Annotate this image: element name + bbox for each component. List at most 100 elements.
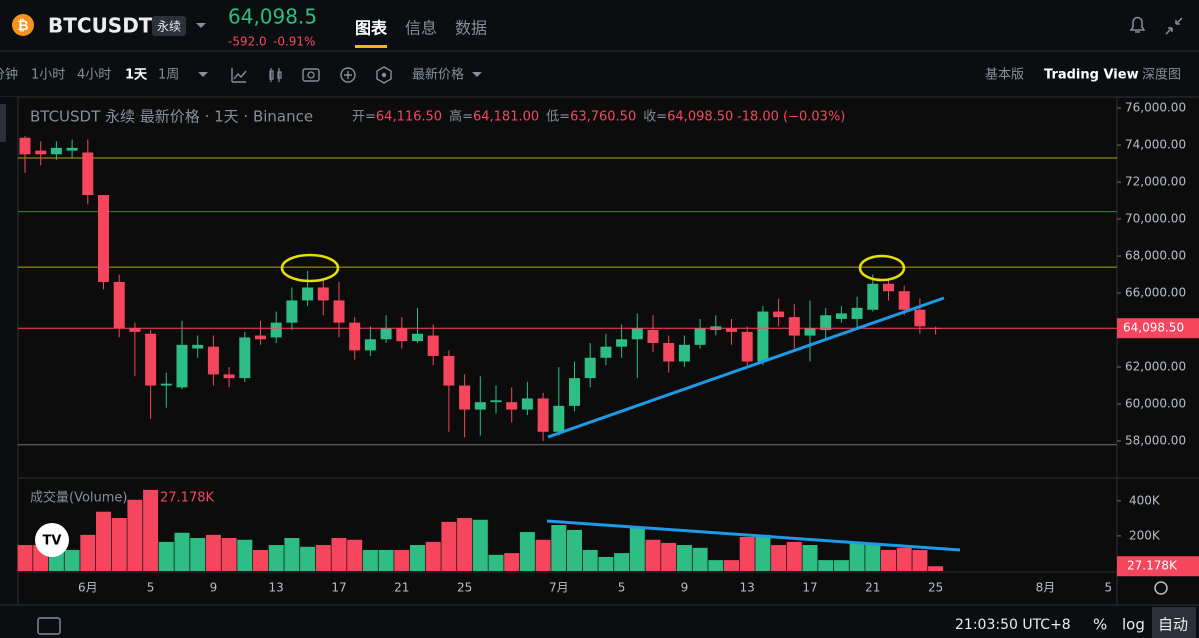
volume-bar	[80, 534, 96, 571]
volume-bar	[896, 547, 912, 571]
add-icon[interactable]	[340, 67, 356, 83]
volume-y-tick-label: 200K	[1129, 528, 1161, 542]
candle-body	[192, 344, 204, 349]
legend-label: 低=	[546, 110, 570, 125]
trend-line[interactable]	[547, 296, 945, 439]
candle-body	[804, 328, 816, 336]
candle-body	[569, 378, 580, 406]
x-tick-label: 9	[210, 581, 218, 595]
axis-settings[interactable]	[1154, 581, 1168, 595]
candle-body	[741, 331, 753, 362]
tv-logo-mark: TV	[43, 534, 62, 549]
volume-bar	[567, 529, 582, 571]
volume-bar	[143, 489, 159, 571]
legend-value: 64,098.50	[667, 110, 733, 125]
view-option-active[interactable]: Trading View	[1044, 68, 1139, 83]
volume-bar	[645, 539, 661, 571]
x-tick-label: 7月	[549, 581, 569, 595]
interval-dropdown[interactable]	[198, 72, 208, 77]
collapse-icon[interactable]	[1165, 17, 1183, 35]
add-icon-cross	[344, 71, 352, 79]
candle-body	[553, 405, 565, 432]
candle-body	[160, 383, 172, 386]
x-tick-label: 9	[681, 581, 689, 595]
volume-bar	[300, 546, 316, 571]
legend-value: 64,116.50	[376, 110, 442, 125]
candle-body	[459, 385, 471, 410]
volume-bar	[268, 545, 284, 571]
last-price-tag	[1117, 318, 1199, 339]
volume-bar	[661, 542, 677, 571]
candle-body	[474, 402, 486, 410]
auto-toggle[interactable]: 自动	[1158, 616, 1188, 634]
volume-bar	[331, 538, 347, 571]
interval[interactable]: 1小时	[31, 68, 65, 83]
view-option[interactable]: 深度图	[1142, 67, 1181, 83]
candle-body	[506, 402, 518, 410]
last-price-tag-label: 64,098.50	[1123, 321, 1184, 335]
coin-icon-symbol: ₿	[17, 18, 28, 34]
bell-icon[interactable]	[1129, 16, 1146, 33]
volume-bar	[237, 539, 253, 571]
price-type-dropdown[interactable]	[472, 72, 482, 77]
drawing-tool[interactable]	[0, 104, 6, 142]
y-tick-label: 68,000.00	[1125, 249, 1186, 263]
highlight-ellipse[interactable]	[858, 254, 906, 282]
candle-body	[333, 300, 345, 323]
tab[interactable]: 数据	[455, 19, 487, 38]
candle-body	[349, 322, 361, 351]
camera-icon[interactable]	[302, 68, 320, 82]
symbol-dropdown[interactable]	[196, 23, 206, 28]
candle-body	[270, 322, 282, 338]
volume-bar	[551, 525, 567, 571]
x-tick-label: 17	[331, 581, 346, 595]
volume-bar	[849, 541, 865, 571]
candle-body	[835, 313, 847, 319]
view-option[interactable]: 基本版	[985, 68, 1024, 83]
indicator-icon[interactable]	[231, 68, 247, 83]
interval[interactable]: 1周	[158, 68, 179, 83]
x-tick-label: 25	[457, 581, 472, 595]
candle-type-icon[interactable]	[269, 68, 282, 82]
price-type[interactable]: 最新价格	[412, 67, 464, 83]
legend-value: 64,181.00	[473, 110, 539, 125]
date-range-icon[interactable]	[37, 617, 61, 635]
interval-active[interactable]: 1天	[125, 68, 148, 83]
volume-bar	[535, 539, 551, 571]
candle-body	[380, 328, 392, 340]
volume-bar	[912, 549, 928, 571]
interval[interactable]: 4小时	[77, 68, 111, 83]
symbol[interactable]: BTCUSDT	[48, 14, 153, 38]
tv-logo[interactable]	[35, 523, 69, 557]
interval[interactable]: 分钟	[0, 67, 18, 83]
legend-items: 开= 64,116.50 高= 64,181.00 低= 63,760.50 收= 64,09…	[352, 109, 733, 125]
candle-body	[883, 283, 894, 292]
volume-trend-line[interactable]	[546, 519, 961, 552]
settings-icon[interactable]	[376, 66, 392, 84]
volume-bar	[865, 542, 881, 571]
volume-bar	[802, 545, 818, 571]
legend-value: 63,760.50	[570, 110, 636, 125]
candle-body	[678, 344, 690, 362]
x-tick-label: 8月	[1036, 581, 1056, 595]
volume-bar	[629, 527, 645, 571]
volume-bar	[111, 518, 127, 571]
percent-toggle[interactable]: %	[1093, 616, 1107, 634]
volume-tag-label: 27.178K	[1127, 559, 1178, 573]
log-toggle[interactable]: log	[1122, 616, 1145, 634]
volume-bar	[771, 545, 787, 571]
highlight-ellipse[interactable]	[280, 253, 340, 283]
volume-bar	[692, 547, 708, 571]
candle-body	[50, 147, 62, 155]
volume-bar	[205, 534, 221, 571]
volume-bar	[472, 519, 488, 571]
tab[interactable]: 图表	[355, 19, 388, 38]
y-tick-label: 60,000.00	[1125, 397, 1186, 411]
volume-last: 27.178K	[160, 491, 214, 506]
tab[interactable]: 信息	[405, 19, 437, 38]
candle-body	[427, 335, 439, 356]
candle-body	[412, 333, 423, 342]
volume-bar	[786, 541, 802, 571]
candle-body	[443, 355, 455, 386]
x-tick-label: 5	[618, 581, 626, 595]
